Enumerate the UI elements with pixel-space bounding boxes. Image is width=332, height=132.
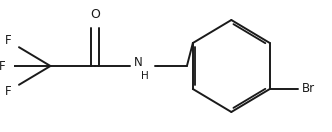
- Text: F: F: [5, 34, 12, 47]
- Text: H: H: [141, 71, 149, 81]
- Text: F: F: [0, 60, 5, 72]
- Text: F: F: [5, 85, 12, 98]
- Text: O: O: [90, 8, 100, 21]
- Text: N: N: [133, 56, 142, 69]
- Text: Br: Br: [302, 82, 315, 95]
